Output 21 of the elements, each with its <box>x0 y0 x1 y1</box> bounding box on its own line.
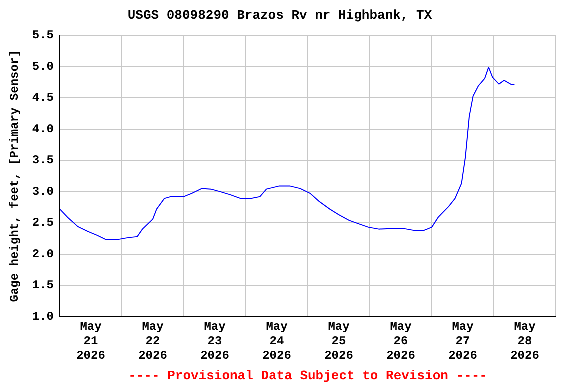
y-tick-label: 2.0 <box>32 247 54 262</box>
y-tick-label: 2.5 <box>32 216 54 230</box>
x-tick-label: May 23 2026 <box>200 320 230 363</box>
x-tick-label: May 21 2026 <box>76 320 106 363</box>
x-tick-label: May 26 2026 <box>386 320 416 363</box>
y-tick-label: 3.5 <box>32 154 54 168</box>
y-axis-title: Gage height, feet, [Primary Sensor] <box>8 50 22 302</box>
y-tick-label: 4.0 <box>32 122 54 136</box>
y-tick-label: 5.0 <box>32 60 54 74</box>
text: ---- Provisional Data Subject to Revision ---- <box>128 368 488 384</box>
y-tick-label: 5.5 <box>32 28 54 43</box>
y-tick-label: 1.0 <box>32 310 54 324</box>
x-tick-label: May 28 2026 <box>510 320 540 363</box>
y-tick-label: 4.5 <box>32 91 54 106</box>
x-tick-label: May 24 2026 <box>262 320 292 363</box>
y-tick-label: 3.0 <box>32 184 54 199</box>
chart-title: USGS 08098290 Brazos Rv nr Highbank, TX <box>128 8 432 24</box>
x-tick-label: May 25 2026 <box>324 320 354 363</box>
x-tick-label: May 22 2026 <box>138 320 168 363</box>
y-tick-label: 1.5 <box>32 278 54 293</box>
x-tick-label: May 27 2026 <box>448 320 478 363</box>
